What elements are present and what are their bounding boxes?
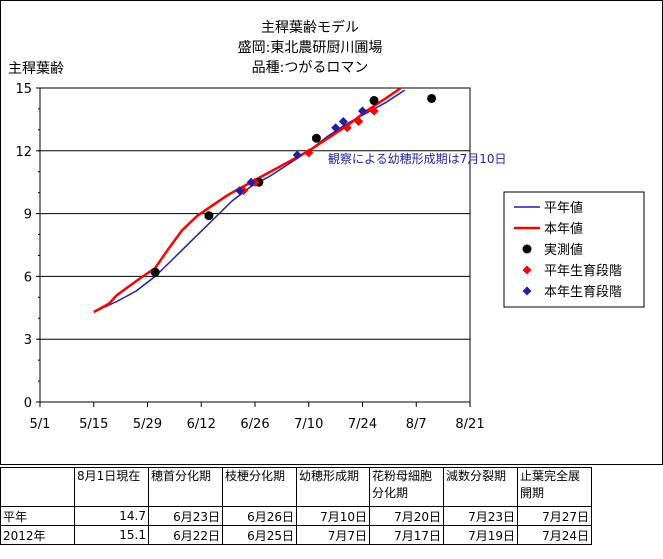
plot-area <box>39 87 471 403</box>
table-cell: 7月19日 <box>443 525 518 545</box>
y-tick-label: 0 <box>24 396 32 411</box>
table-header-row: 8月1日現在 穂首分化期 枝梗分化期 幼穂形成期 花粉母細胞分化期 減数分裂期 … <box>0 467 592 507</box>
table-cell: 7月17日 <box>369 525 444 545</box>
data-point-current-stage <box>235 186 245 196</box>
table-header-cell: 8月1日現在 <box>74 467 149 507</box>
data-point-observed <box>204 211 214 221</box>
x-tick-label: 6/26 <box>240 417 269 432</box>
data-point-normal-stage <box>304 148 314 158</box>
data-point-normal-stage <box>342 123 352 133</box>
table-cell: 7月24日 <box>517 525 592 545</box>
table-cell: 15.1 <box>74 525 149 545</box>
data-point-observed <box>427 93 437 103</box>
table-header-cell: 花粉母細胞分化期 <box>369 467 444 507</box>
series-line <box>93 86 402 314</box>
x-tick-label: 5/1 <box>30 417 51 432</box>
chart-plot: 0 3 6 9 12 15 5/1 5/15 5/29 6/12 6/26 7/10 7/24 8/7 8/… <box>15 82 645 432</box>
table-header-cell: 止葉完全展開期 <box>517 467 592 507</box>
growth-stage-table: 8月1日現在 穂首分化期 枝梗分化期 幼穂形成期 花粉母細胞分化期 減数分裂期 … <box>0 467 592 545</box>
data-point-normal-stage <box>354 116 364 126</box>
table-cell: 7月27日 <box>517 506 592 526</box>
legend-swatch <box>522 265 532 275</box>
x-tick-label: 5/29 <box>133 417 162 432</box>
table-cell-label: 2012年 <box>0 525 75 545</box>
chart-title-line-3: 品種:つがるロマン <box>251 60 369 76</box>
data-point-current-stage <box>331 123 341 133</box>
y-tick-label: 9 <box>24 208 32 223</box>
table-cell-label: 平年 <box>0 506 75 526</box>
data-point-current-stage <box>358 106 367 116</box>
x-tick-label: 7/10 <box>294 417 323 432</box>
table-row: 2012年 15.1 6月22日 6月25日 7月7日 7月17日 7月19日 … <box>0 525 592 545</box>
chart-title-line-1: 主稈葉齢モデル <box>261 20 359 36</box>
table-cell: 6月26日 <box>222 506 297 526</box>
data-point-observed <box>311 133 321 143</box>
legend-swatch <box>522 286 532 296</box>
chart-title-line-2: 盛岡:東北農研厨川圃場 <box>237 40 383 56</box>
table-cell: 7月20日 <box>369 506 444 526</box>
x-tick-label: 6/12 <box>187 417 216 432</box>
legend-swatch <box>522 244 532 254</box>
x-tick-label: 8/7 <box>406 417 427 432</box>
table-cell: 7月10日 <box>296 506 370 526</box>
data-point-current-stage <box>338 116 348 126</box>
y-tick-label: 3 <box>24 333 32 348</box>
y-tick-label: 15 <box>15 82 32 97</box>
table-cell: 6月23日 <box>148 506 223 526</box>
table-cell: 7月23日 <box>443 506 518 526</box>
table-cell: 6月22日 <box>148 525 223 545</box>
legend-label: 実測値 <box>544 242 583 258</box>
table-cell: 6月25日 <box>222 525 297 545</box>
legend-label: 平年値 <box>544 200 583 216</box>
x-tick-label: 8/21 <box>455 417 484 432</box>
data-point-observed <box>150 267 160 277</box>
y-tick-label: 6 <box>24 270 32 285</box>
table-header-cell: 減数分裂期 <box>443 467 518 507</box>
y-axis-label: 主稈葉齢 <box>8 61 64 77</box>
data-point-current-stage <box>246 177 256 187</box>
data-point-current-stage <box>292 150 302 160</box>
data-point-normal-stage <box>369 106 379 116</box>
legend-label: 本年値 <box>544 221 583 237</box>
table-header-cell: 幼穂形成期 <box>296 467 370 507</box>
legend-label: 本年生育段階 <box>544 284 622 300</box>
y-tick-label: 12 <box>15 145 32 160</box>
table-header-cell: 枝梗分化期 <box>222 467 297 507</box>
data-point-observed <box>369 96 379 106</box>
table-header-cell: 穂首分化期 <box>148 467 223 507</box>
x-tick-label: 7/24 <box>348 417 377 432</box>
x-tick-label: 5/15 <box>79 417 108 432</box>
table-header-cell <box>0 467 75 507</box>
table-row: 平年 14.7 6月23日 6月26日 7月10日 7月20日 7月23日 7月… <box>0 506 592 526</box>
legend-label: 平年生育段階 <box>544 263 622 279</box>
annotation-text: 観察による幼穂形成期は7月10日 <box>328 152 507 166</box>
table-cell: 14.7 <box>74 506 149 526</box>
table-cell: 7月7日 <box>296 525 370 545</box>
